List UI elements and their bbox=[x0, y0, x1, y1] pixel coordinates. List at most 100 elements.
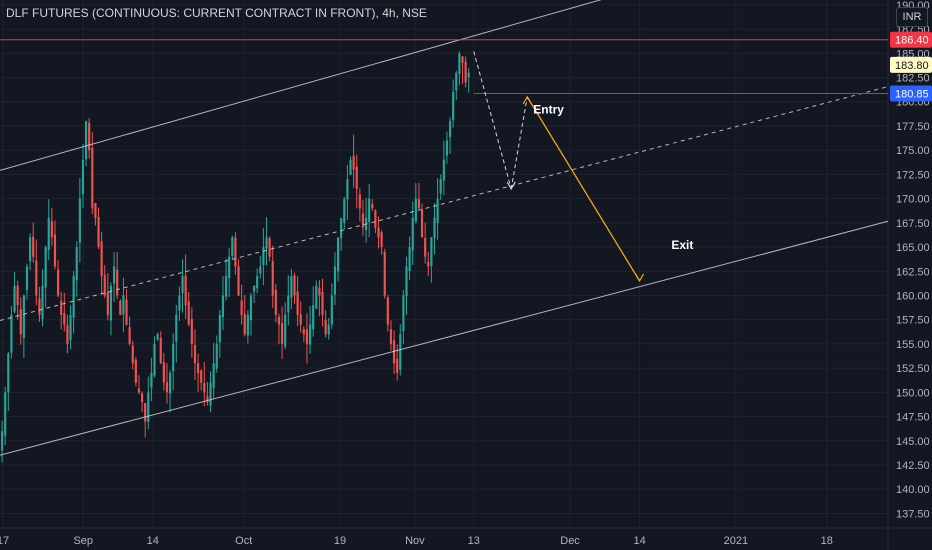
y-tick-label: 142.50 bbox=[896, 460, 930, 472]
candle-body bbox=[374, 210, 377, 228]
price-label-box bbox=[890, 56, 932, 73]
candle-body bbox=[109, 285, 113, 321]
candle-body bbox=[324, 320, 327, 335]
candle-body bbox=[246, 314, 249, 336]
candle-body bbox=[312, 305, 315, 330]
candle-body bbox=[221, 295, 225, 318]
y-tick-label: 190.00 bbox=[896, 0, 930, 12]
candle-body bbox=[25, 266, 29, 291]
currency-button[interactable]: INR bbox=[896, 7, 928, 27]
projection-arrow-low bbox=[506, 181, 516, 191]
candle-body bbox=[252, 285, 256, 292]
candle-body bbox=[228, 256, 231, 278]
candle-body bbox=[455, 72, 458, 91]
candle-body bbox=[122, 295, 125, 315]
candle-body bbox=[63, 313, 66, 325]
candle-body bbox=[346, 179, 349, 200]
y-tick-label: 155.00 bbox=[896, 339, 930, 351]
y-tick-label: 172.50 bbox=[896, 169, 930, 181]
candle-body bbox=[28, 237, 32, 262]
candle-body bbox=[13, 285, 16, 312]
candle-body bbox=[178, 295, 181, 311]
price-label-box bbox=[890, 85, 932, 102]
candle-body bbox=[60, 300, 63, 315]
candle-body bbox=[237, 266, 240, 296]
candle-body bbox=[218, 314, 221, 343]
candle-body bbox=[196, 363, 200, 373]
candle-body bbox=[427, 262, 430, 267]
candle-body bbox=[224, 276, 228, 297]
candle-body bbox=[4, 392, 7, 436]
price-label: 183.80 bbox=[895, 60, 929, 72]
candle-body bbox=[44, 247, 47, 288]
projection-segment bbox=[510, 96, 528, 190]
candle-body bbox=[380, 232, 383, 248]
candle-body bbox=[405, 266, 408, 297]
price-label: 186.40 bbox=[895, 35, 929, 47]
candle-body bbox=[175, 314, 178, 342]
candle-body bbox=[442, 159, 445, 181]
candle-body bbox=[302, 329, 305, 335]
candle-body bbox=[318, 287, 321, 296]
candle-body bbox=[165, 382, 169, 393]
candle-body bbox=[352, 155, 355, 170]
candle-body bbox=[315, 285, 318, 309]
x-tick-label: 13 bbox=[468, 535, 480, 547]
candle-body bbox=[112, 266, 116, 284]
candle-body bbox=[327, 324, 330, 335]
candle-body bbox=[66, 325, 69, 344]
x-tick-label: 18 bbox=[821, 535, 833, 547]
candle-body bbox=[231, 237, 234, 256]
candle-body bbox=[35, 260, 38, 296]
projection-segment bbox=[526, 96, 641, 282]
candle-body bbox=[436, 198, 439, 223]
y-tick-label: 160.00 bbox=[896, 290, 930, 302]
candle-body bbox=[371, 204, 374, 209]
candle-body bbox=[439, 179, 442, 194]
time-axis[interactable]: 17 Sep 14 Oct 19 Nov 13 Dec 14 2021 18 bbox=[0, 535, 833, 547]
candle-body bbox=[268, 238, 271, 257]
candle-body bbox=[308, 324, 312, 345]
candle-body bbox=[411, 217, 414, 251]
candle-body bbox=[433, 217, 436, 239]
price-label: 180.85 bbox=[895, 88, 929, 100]
candle-body bbox=[144, 403, 147, 422]
candle-body bbox=[284, 314, 287, 347]
candle-body bbox=[94, 202, 97, 218]
candle-body bbox=[203, 383, 206, 393]
candle-body bbox=[10, 314, 13, 353]
x-tick-label: Oct bbox=[235, 535, 252, 547]
candle-body bbox=[330, 295, 333, 325]
candle-body bbox=[184, 275, 187, 306]
y-tick-label: 145.00 bbox=[896, 436, 930, 448]
candle-body bbox=[287, 295, 290, 313]
x-tick-label: Nov bbox=[405, 535, 425, 547]
y-tick-label: 175.00 bbox=[896, 145, 930, 157]
y-tick-label: 137.50 bbox=[896, 508, 930, 520]
candle-body bbox=[22, 295, 25, 339]
projection-arrow-target bbox=[635, 273, 645, 283]
candle-body bbox=[321, 291, 324, 315]
candle-body bbox=[206, 396, 209, 403]
price-labels: 186.40 183.80 180.85 bbox=[890, 31, 932, 102]
candle-body bbox=[159, 337, 162, 364]
candle-body bbox=[140, 393, 144, 403]
y-tick-label: 167.50 bbox=[896, 218, 930, 230]
candle-body bbox=[150, 372, 153, 388]
x-tick-label: 2021 bbox=[724, 535, 748, 547]
annotation-exit: Exit bbox=[671, 238, 693, 252]
channel-lower-line bbox=[0, 220, 889, 456]
candle-body bbox=[16, 285, 19, 306]
drawings bbox=[0, 0, 889, 456]
candle-body bbox=[128, 327, 131, 344]
y-tick-label: 152.50 bbox=[896, 363, 930, 375]
candle-body bbox=[452, 92, 455, 121]
candle-body bbox=[168, 372, 172, 394]
y-tick-label: 150.00 bbox=[896, 387, 930, 399]
y-tick-label: 140.00 bbox=[896, 484, 930, 496]
candle-body bbox=[119, 300, 122, 315]
price-axis[interactable]: 137.50 140.00 142.50 145.00 147.50 150.00 152.… bbox=[896, 0, 930, 520]
projection-arrow-high bbox=[522, 95, 532, 105]
candle-body bbox=[91, 148, 94, 209]
